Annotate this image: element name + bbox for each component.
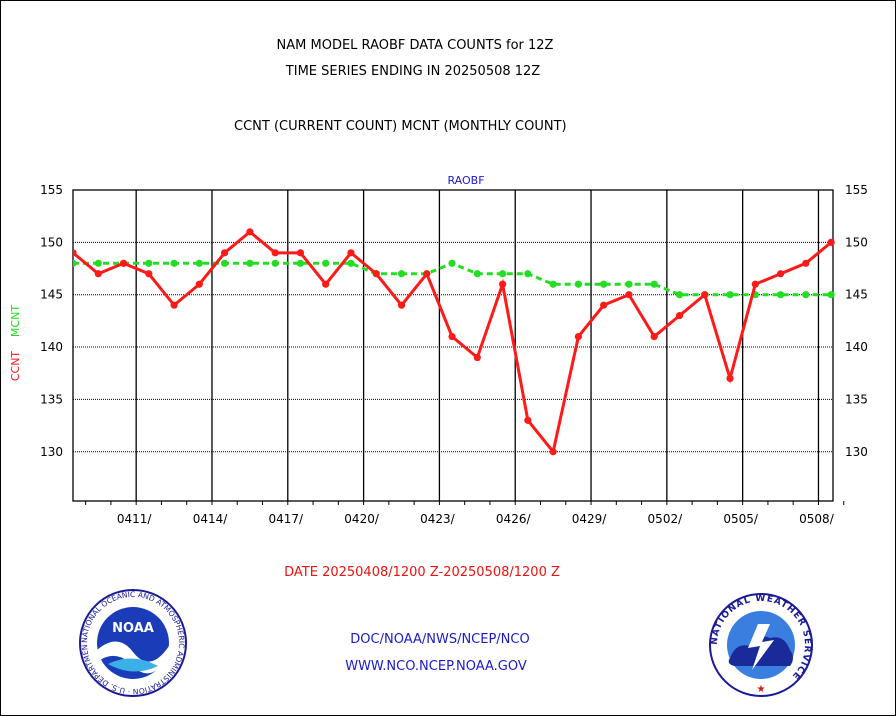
- ccnt-data-point: [524, 416, 532, 424]
- ccnt-data-point: [322, 280, 330, 288]
- x-tick-label: 0420/: [344, 512, 380, 526]
- mcnt-data-point: [675, 291, 684, 299]
- mcnt-series-line: [73, 261, 832, 297]
- ccnt-data-point: [170, 301, 178, 309]
- ccnt-data-point: [549, 448, 557, 456]
- ccnt-data-point: [73, 249, 77, 257]
- x-tick-label: 0505/: [723, 512, 759, 526]
- x-tick-label: 0411/: [117, 512, 153, 526]
- chart-title-line1: NAM MODEL RAOBF DATA COUNTS for 12Z: [276, 38, 554, 53]
- date-range-label: DATE 20250408/1200 Z-20250508/1200 Z: [284, 565, 560, 580]
- ccnt-data-point: [751, 280, 759, 288]
- ccnt-data-point: [776, 270, 785, 278]
- mcnt-data-point: [625, 280, 633, 288]
- mcnt-data-point: [94, 259, 102, 267]
- plot-frame: [72, 189, 834, 502]
- ccnt-data-point: [195, 280, 203, 288]
- mcnt-data-point: [827, 291, 835, 299]
- ccnt-data-point: [271, 249, 279, 257]
- mcnt-data-point: [271, 259, 279, 267]
- y-tick-label-left: 145: [40, 288, 63, 302]
- y-tick-label-left: 155: [40, 183, 63, 197]
- noaa-logo-text: NOAA: [112, 621, 154, 636]
- mcnt-data-point: [145, 259, 153, 267]
- x-tick-label: 0417/: [268, 512, 304, 526]
- ccnt-data-point: [145, 270, 153, 278]
- mcnt-data-point: [195, 259, 203, 267]
- mcnt-data-point: [322, 259, 330, 267]
- ccnt-data-point: [650, 332, 658, 341]
- x-tick-label: 0426/: [496, 512, 532, 526]
- mcnt-data-point: [574, 280, 583, 288]
- mcnt-data-point: [170, 259, 178, 267]
- x-tick-label: 0508/: [799, 512, 835, 526]
- plot-title: RAOBF: [447, 174, 484, 187]
- mcnt-data-point: [726, 291, 734, 299]
- mcnt-data-point: [650, 280, 658, 288]
- ccnt-data-point: [94, 270, 102, 278]
- ccnt-data-point: [347, 249, 355, 257]
- y-axis-label-ccnt: CCNT: [9, 351, 22, 382]
- y-tick-label-right: 150: [845, 235, 868, 249]
- mcnt-data-point: [221, 259, 229, 267]
- mcnt-data-point: [498, 270, 507, 278]
- ccnt-data-point: [221, 249, 229, 257]
- ccnt-data-point: [119, 259, 128, 267]
- y-tick-label-left: 140: [40, 340, 63, 354]
- website-text: WWW.NCO.NCEP.NOAA.GOV: [345, 659, 527, 674]
- y-tick-label-right: 130: [845, 445, 868, 459]
- mcnt-data-point: [347, 259, 355, 267]
- ccnt-data-point: [473, 353, 481, 362]
- mcnt-data-point: [246, 259, 254, 267]
- x-tick-label: 0414/: [193, 512, 229, 526]
- ccnt-data-point: [625, 291, 633, 299]
- ccnt-data-point: [726, 374, 734, 383]
- mcnt-data-point: [549, 280, 557, 288]
- ccnt-data-point: [498, 280, 507, 288]
- org-path-text: DOC/NOAA/NWS/NCEP/NCO: [350, 632, 530, 647]
- ccnt-data-point: [423, 270, 431, 278]
- mcnt-data-point: [776, 291, 785, 299]
- mcnt-data-point: [524, 270, 532, 278]
- ccnt-data-point: [600, 301, 608, 309]
- star-icon: ★: [757, 684, 766, 695]
- x-tick-label: 0502/: [648, 512, 684, 526]
- mcnt-data-point: [600, 280, 608, 288]
- y-tick-label-right: 135: [845, 392, 868, 406]
- mcnt-data-point: [296, 259, 305, 267]
- mcnt-data-point: [73, 259, 77, 267]
- y-tick-label-left: 135: [40, 392, 63, 406]
- x-tick-label: 0423/: [420, 512, 456, 526]
- y-tick-label-left: 150: [40, 235, 63, 249]
- y-tick-label-right: 155: [845, 183, 868, 197]
- mcnt-data-point: [473, 270, 481, 278]
- y-tick-label-right: 145: [845, 288, 868, 302]
- ccnt-data-point: [802, 259, 810, 267]
- ccnt-data-point: [448, 332, 456, 341]
- ccnt-data-point: [574, 332, 583, 341]
- mcnt-data-point: [802, 291, 810, 299]
- y-tick-label-right: 140: [845, 340, 868, 354]
- noaa-logo: NATIONAL OCEANIC AND ATMOSPHERIC ADMINIS…: [78, 588, 187, 697]
- ccnt-data-point: [397, 301, 406, 309]
- chart-title-line2: TIME SERIES ENDING IN 20250508 12Z: [285, 64, 541, 79]
- mcnt-data-point: [448, 259, 456, 267]
- ccnt-data-point: [296, 249, 305, 257]
- chart-subtitle: CCNT (CURRENT COUNT) MCNT (MONTHLY COUNT…: [234, 119, 567, 134]
- ccnt-data-point: [701, 291, 709, 299]
- ccnt-data-point: [372, 270, 380, 278]
- nws-logo: NATIONAL WEATHER SERVICE ★: [709, 593, 813, 697]
- ccnt-data-point: [246, 228, 254, 236]
- ccnt-data-point: [675, 312, 684, 320]
- y-tick-label-left: 130: [40, 445, 63, 459]
- mcnt-data-point: [397, 270, 406, 278]
- x-tick-label: 0429/: [572, 512, 608, 526]
- y-axis-label-mcnt: MCNT: [9, 305, 22, 337]
- ccnt-data-point: [827, 238, 835, 246]
